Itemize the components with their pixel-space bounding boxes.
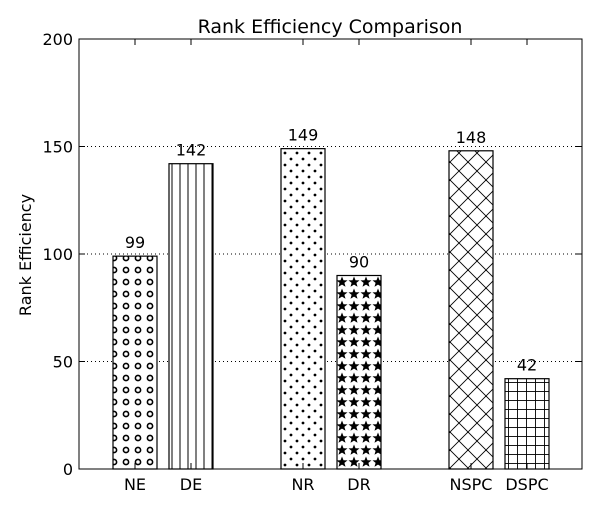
bar-nspc <box>448 150 494 470</box>
y-tick-label: 0 <box>63 460 73 479</box>
bar-nr <box>280 148 326 470</box>
y-axis-label: Rank Efficiency <box>16 194 35 316</box>
bar-dspc <box>504 378 550 470</box>
data-label: 149 <box>288 126 319 145</box>
x-tick-label: DR <box>347 475 370 494</box>
data-label: 90 <box>349 253 369 272</box>
plot-frame <box>78 38 583 470</box>
y-tick-label: 50 <box>53 353 73 372</box>
data-label: 148 <box>456 128 487 147</box>
data-label: 142 <box>176 141 207 160</box>
data-label: 99 <box>125 233 145 252</box>
chart-title: Rank Efficiency Comparison <box>198 16 463 38</box>
x-tick-label: DE <box>180 475 202 494</box>
axis-ticks: 0 50 100 150 200 NE DE NR DR NSPC DSPC <box>42 30 582 494</box>
x-tick-label: NE <box>124 475 146 494</box>
x-tick-label: NSPC <box>450 475 493 494</box>
bar-de <box>168 163 214 470</box>
y-tick-label: 100 <box>42 245 73 264</box>
y-tick-label: 150 <box>42 138 73 157</box>
bar-ne <box>112 255 158 470</box>
data-label: 42 <box>517 356 537 375</box>
x-tick-label: DSPC <box>505 475 548 494</box>
x-tick-label: NR <box>291 475 314 494</box>
y-tick-label: 200 <box>42 30 73 49</box>
bar-dr <box>336 274 382 470</box>
data-labels: 99 142 149 90 148 42 <box>125 126 537 375</box>
bars <box>112 148 550 470</box>
